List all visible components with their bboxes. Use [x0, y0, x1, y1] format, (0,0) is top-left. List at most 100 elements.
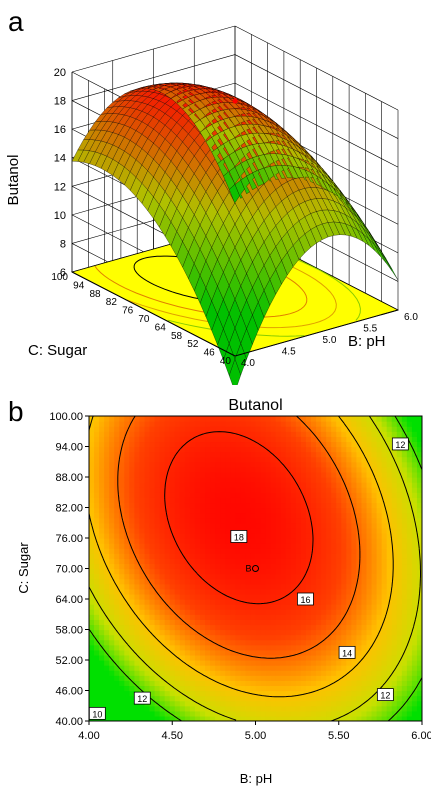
heat-cell	[230, 609, 236, 615]
heat-cell	[149, 543, 156, 549]
heat-cell	[200, 487, 206, 493]
heat-cell	[189, 700, 196, 707]
heat-cell	[366, 522, 373, 529]
heat-cell	[386, 619, 393, 626]
heat-cell	[200, 634, 206, 641]
heat-cell	[401, 466, 408, 473]
heat-cell	[351, 583, 358, 590]
heat-cell	[129, 492, 136, 498]
heat-cell	[316, 660, 322, 666]
heat-cell	[311, 421, 317, 427]
heat-cell	[371, 644, 378, 651]
heat-cell	[184, 700, 191, 707]
heat-cell	[139, 553, 146, 559]
heat-cell	[411, 446, 418, 453]
heat-cell	[316, 553, 322, 559]
heat-cell	[189, 563, 196, 570]
heat-cell	[119, 466, 125, 473]
heat-cell	[275, 436, 282, 443]
heat-cell	[351, 471, 358, 478]
heat-cell	[139, 451, 146, 458]
heat-cell	[401, 431, 408, 437]
heat-cell	[366, 426, 373, 432]
heat-cell	[169, 710, 176, 717]
heat-cell	[215, 532, 221, 539]
heat-cell	[210, 466, 216, 473]
heat-cell	[134, 553, 141, 559]
heat-cell	[114, 436, 120, 443]
heat-cell	[205, 629, 211, 636]
heat-cell	[285, 431, 292, 437]
heat-cell	[225, 431, 231, 437]
z-axis-title: Butanol	[5, 155, 22, 206]
heat-cell	[331, 634, 337, 641]
heat-cell	[336, 568, 342, 575]
heat-cell	[295, 614, 302, 620]
heat-cell	[124, 639, 130, 646]
heat-cell	[184, 609, 191, 615]
heat-cell	[361, 588, 368, 595]
heat-cell	[179, 634, 186, 641]
heat-cell	[331, 619, 337, 626]
heat-cell	[215, 563, 221, 570]
heat-cell	[169, 624, 176, 631]
heat-cell	[189, 522, 196, 529]
heat-cell	[200, 451, 206, 458]
heat-cell	[351, 466, 358, 473]
z-tick-label: 12	[54, 181, 66, 193]
heat-cell	[326, 502, 332, 509]
heat-cell	[174, 426, 181, 432]
heat-cell	[179, 639, 186, 646]
heat-cell	[295, 497, 302, 504]
heat-cell	[285, 690, 292, 697]
heat-cell	[326, 604, 332, 610]
heat-cell	[159, 487, 166, 493]
heat-cell	[285, 456, 292, 463]
heat-cell	[270, 532, 277, 539]
heat-cell	[351, 593, 358, 600]
heat-cell	[391, 705, 398, 712]
heat-cell	[311, 634, 317, 641]
heat-cell	[416, 690, 422, 697]
heat-cell	[280, 670, 287, 676]
heat-cell	[154, 426, 161, 432]
heat-cell	[326, 563, 332, 570]
heat-cell	[129, 700, 136, 707]
heat-cell	[129, 517, 136, 524]
heat-cell	[366, 568, 373, 575]
heat-cell	[210, 710, 216, 717]
y-tick-label: 100.00	[49, 411, 83, 423]
heat-cell	[109, 588, 115, 595]
heat-cell	[119, 588, 125, 595]
heat-cell	[144, 497, 151, 504]
heat-cell	[270, 573, 277, 580]
heat-cell	[89, 685, 95, 692]
heat-cell	[220, 548, 226, 554]
heat-cell	[250, 629, 257, 636]
heat-cell	[260, 492, 267, 498]
heat-cell	[341, 558, 347, 565]
heat-cell	[316, 436, 322, 443]
heat-cell	[144, 609, 151, 615]
heat-cell	[336, 456, 342, 463]
heat-cell	[189, 654, 196, 661]
heat-cell	[174, 517, 181, 524]
heat-cell	[220, 649, 226, 656]
heat-cell	[94, 482, 100, 488]
heat-cell	[311, 527, 317, 534]
heat-cell	[300, 436, 307, 443]
heat-cell	[109, 665, 115, 671]
heat-cell	[391, 690, 398, 697]
heat-cell	[235, 685, 241, 692]
heat-cell	[245, 421, 252, 427]
heat-cell	[149, 619, 156, 626]
heat-cell	[104, 543, 110, 549]
heat-cell	[396, 482, 403, 488]
heat-cell	[321, 715, 327, 721]
heat-cell	[305, 477, 312, 483]
heat-cell	[361, 522, 368, 529]
heat-cell	[119, 522, 125, 529]
heat-cell	[376, 502, 383, 509]
heat-cell	[371, 583, 378, 590]
heat-cell	[275, 700, 282, 707]
